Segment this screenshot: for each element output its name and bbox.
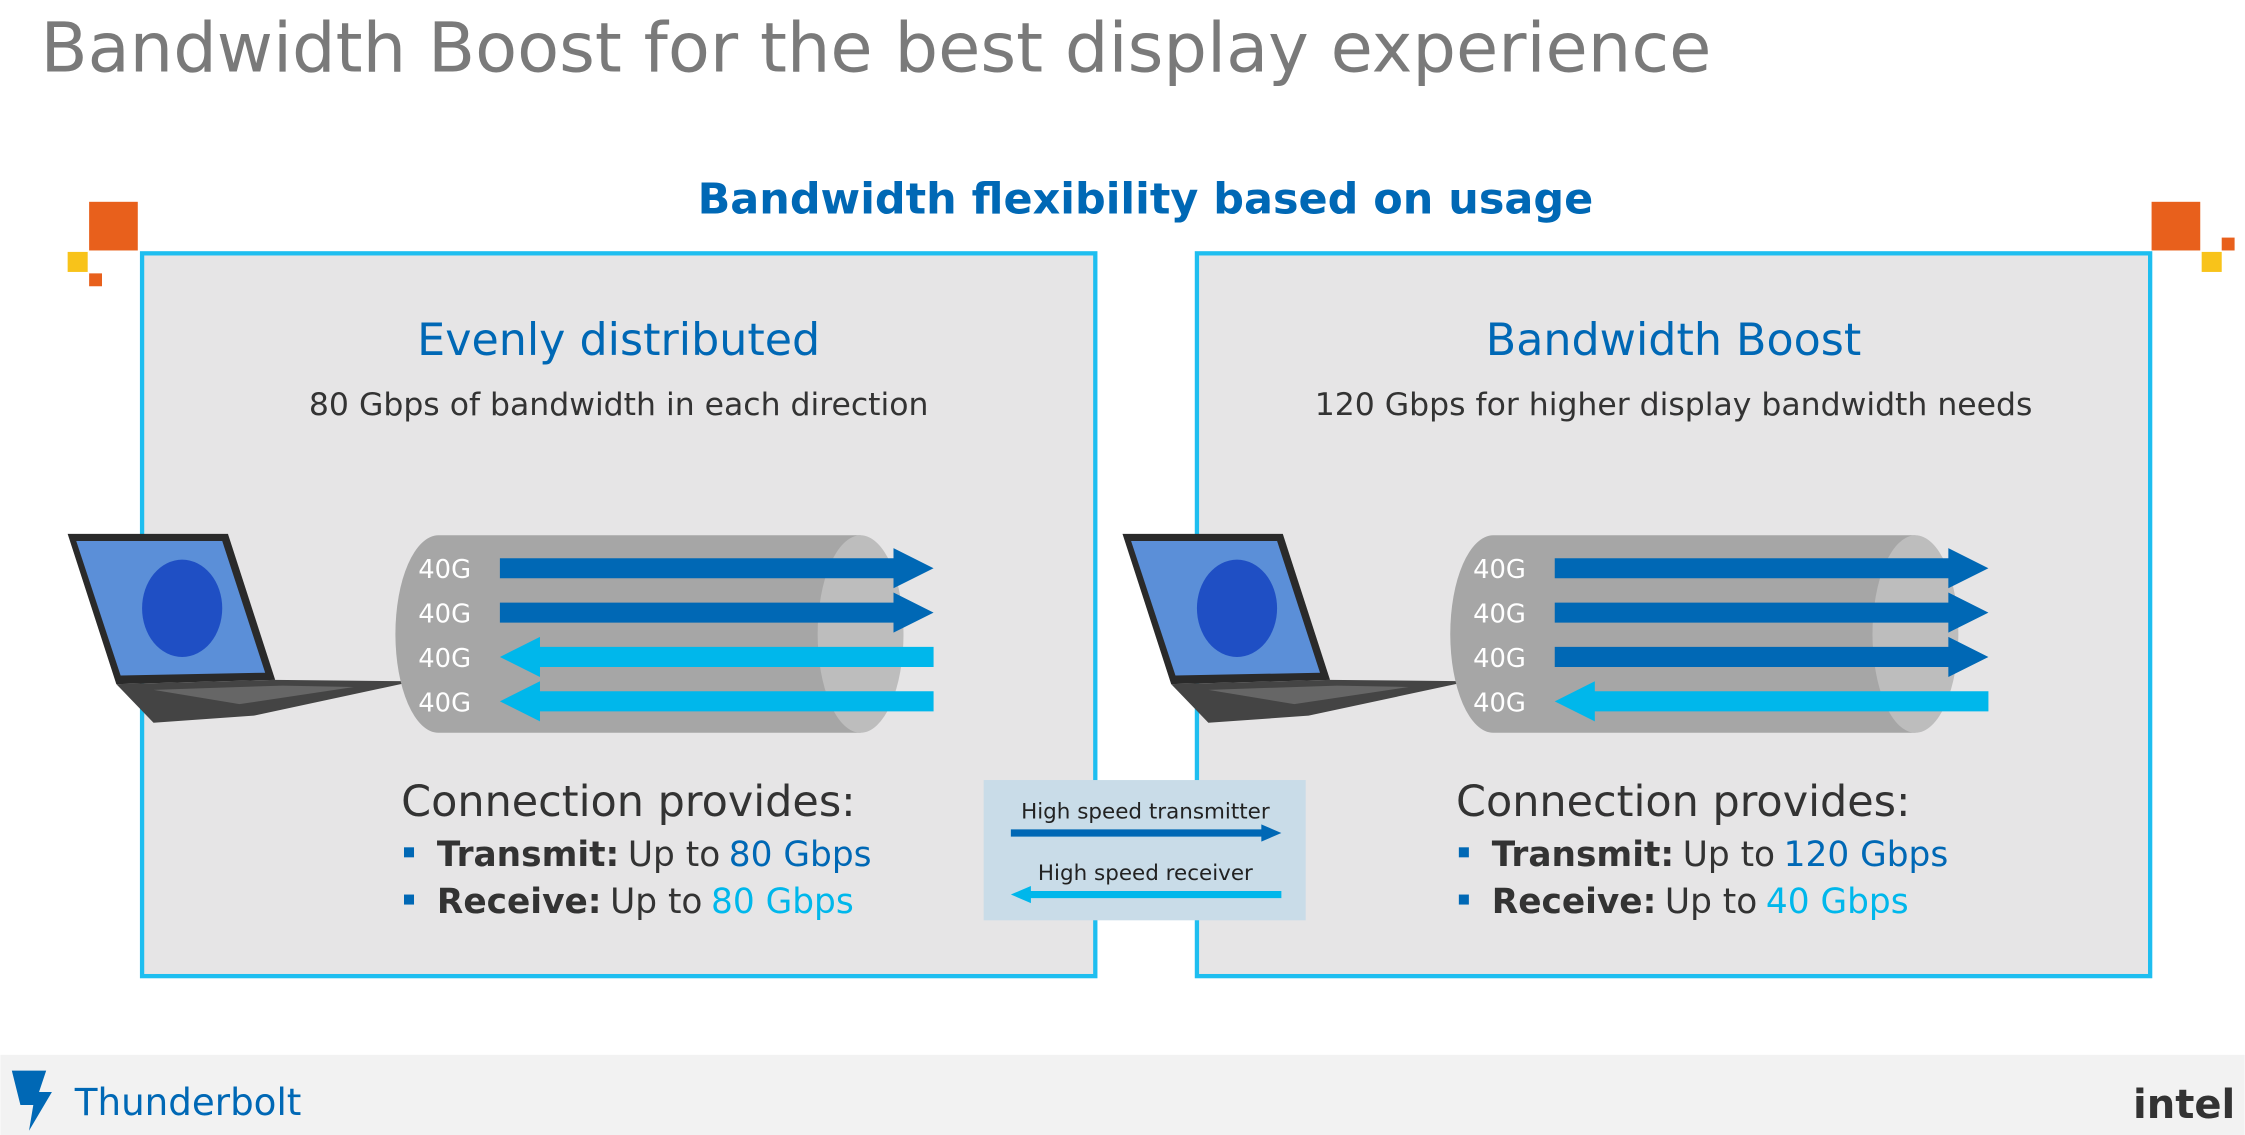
transmit-arrow xyxy=(499,548,934,589)
panel-heading: Evenly distributed xyxy=(417,315,820,366)
decor-square xyxy=(89,273,103,287)
transmit-arrow xyxy=(1554,592,1989,633)
transmit-arrow xyxy=(1010,824,1282,842)
thunderbolt-logo xyxy=(11,1070,52,1131)
cable-cylinder xyxy=(395,535,861,733)
provides-heading: Connection provides: xyxy=(401,777,856,827)
item-prefix: Up to xyxy=(610,882,702,922)
provides-item: Receive: Up to 40 Gbps xyxy=(1492,882,1909,922)
item-value: 80 Gbps xyxy=(711,882,854,922)
receive-arrow xyxy=(1554,681,1989,722)
decor-square xyxy=(2201,251,2222,272)
receive-arrow xyxy=(499,681,934,722)
footer-band xyxy=(0,1054,2245,1135)
lane-label: 40G xyxy=(418,644,471,674)
transmit-arrow xyxy=(1554,548,1989,589)
slide-subtitle: Bandwidth flexibility based on usage xyxy=(698,174,1594,224)
lane-label: 40G xyxy=(418,688,471,718)
lane-label: 40G xyxy=(1473,644,1526,674)
lane-label: 40G xyxy=(418,555,471,585)
cable-end xyxy=(817,535,904,733)
decor-square xyxy=(2151,201,2201,251)
item-label: Transmit: xyxy=(1492,835,1674,875)
provides-item: Transmit: Up to 80 Gbps xyxy=(437,835,872,875)
legend-label: High speed transmitter xyxy=(1021,800,1270,825)
item-value: 120 Gbps xyxy=(1784,835,1949,875)
receive-arrow xyxy=(1010,885,1282,904)
cable-cylinder xyxy=(1450,535,1916,733)
panel-description: 120 Gbps for higher display bandwidth ne… xyxy=(1315,387,2033,423)
decor-square xyxy=(67,251,88,272)
provides-heading: Connection provides: xyxy=(1456,777,1911,827)
provides-item: Receive: Up to 80 Gbps xyxy=(437,882,854,922)
item-label: Receive: xyxy=(437,882,602,922)
footer-company: intel xyxy=(2133,1082,2235,1128)
laptop-keyboard xyxy=(1208,685,1409,705)
item-prefix: Up to xyxy=(1683,835,1775,875)
lane-label: 40G xyxy=(1473,555,1526,585)
item-value: 40 Gbps xyxy=(1766,882,1909,922)
lane-label: 40G xyxy=(1473,688,1526,718)
bullet xyxy=(1458,894,1469,905)
content: Evenly distributed 80 Gbps of bandwidth i… xyxy=(67,251,2153,979)
cable-end xyxy=(1872,535,1959,733)
item-prefix: Up to xyxy=(1665,882,1757,922)
legend-label: High speed receiver xyxy=(1038,861,1253,886)
slide-title: Bandwidth Boost for the best display exp… xyxy=(40,9,1711,89)
laptop-wallpaper xyxy=(1196,559,1278,657)
bullet xyxy=(1458,847,1469,858)
laptop-wallpaper xyxy=(142,559,223,657)
item-label: Transmit: xyxy=(437,835,619,875)
item-value: 80 Gbps xyxy=(729,835,872,875)
panel-description: 80 Gbps of bandwidth in each direction xyxy=(309,387,929,423)
laptop-keyboard xyxy=(153,685,354,705)
item-prefix: Up to xyxy=(628,835,720,875)
lane-label: 40G xyxy=(418,600,471,630)
bullet xyxy=(404,894,415,905)
receive-arrow xyxy=(499,636,934,677)
panel-heading: Bandwidth Boost xyxy=(1486,315,1861,366)
footer-brand: Thunderbolt xyxy=(74,1080,302,1124)
transmit-arrow xyxy=(1554,636,1989,677)
bullet xyxy=(404,847,415,858)
transmit-arrow xyxy=(499,592,934,633)
decor-square xyxy=(2221,237,2235,251)
lane-label: 40G xyxy=(1473,600,1526,630)
item-label: Receive: xyxy=(1492,882,1657,922)
provides-item: Transmit: Up to 120 Gbps xyxy=(1492,835,1948,875)
decor-square xyxy=(89,201,138,251)
